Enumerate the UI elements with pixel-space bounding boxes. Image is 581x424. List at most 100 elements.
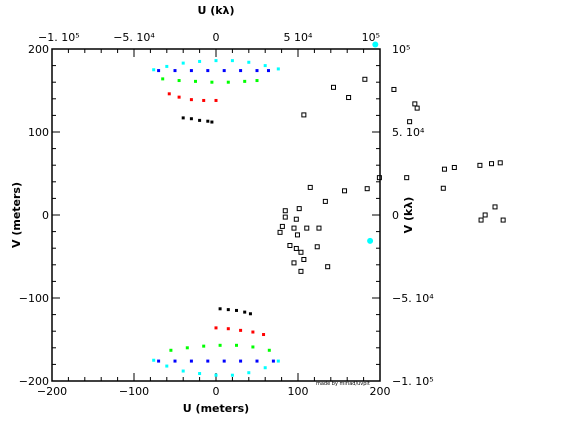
x2-axis-title: U (kλ) [197, 4, 234, 17]
x-tick-label: −100 [119, 385, 149, 398]
uv-point [227, 308, 230, 311]
uv-point [157, 69, 160, 72]
inset-point [343, 189, 347, 193]
inset-point [283, 209, 287, 213]
uv-point [227, 327, 230, 330]
y2-tick-label: −5. 10⁴ [392, 292, 434, 305]
uv-point [198, 372, 201, 375]
uv-point [235, 344, 238, 347]
y-tick-label: −100 [19, 292, 49, 305]
uv-point [165, 365, 168, 368]
inset-point [305, 226, 309, 230]
uv-point [152, 68, 155, 71]
uv-point [251, 331, 254, 334]
inset-point [363, 77, 367, 81]
y2-tick-label: 5. 10⁴ [392, 126, 425, 139]
uv-point [190, 98, 193, 101]
inset-point [493, 205, 497, 209]
uv-point [227, 81, 230, 84]
uv-point [277, 67, 280, 70]
uv-point [182, 116, 185, 119]
uv-point [249, 312, 252, 315]
inset-point [478, 163, 482, 167]
x2-tick-label: 0 [213, 31, 220, 44]
inset-point [302, 257, 306, 261]
y-tick-label: −200 [19, 375, 49, 388]
inset-point [405, 176, 409, 180]
uv-point [157, 360, 160, 363]
x2-tick-label: −1. 10⁵ [38, 31, 80, 44]
inset-point [292, 261, 296, 265]
uv-point [174, 69, 177, 72]
x2-tick-label: −5. 10⁴ [113, 31, 155, 44]
inset-point [413, 102, 417, 106]
y-axis-title: V (meters) [10, 182, 23, 248]
y2-tick-label: −1. 10⁵ [392, 375, 434, 388]
y2-axis-title: V (kλ) [402, 197, 415, 234]
inset-point [315, 245, 319, 249]
uv-point [215, 326, 218, 329]
uv-point [206, 120, 209, 123]
x-tick-label: 200 [370, 385, 391, 398]
uv-point [243, 80, 246, 83]
x2-tick-label: 10⁵ [362, 31, 380, 44]
inset-point [308, 185, 312, 189]
uv-point [239, 329, 242, 332]
uv-point [219, 307, 222, 310]
y2-tick-label: 10⁵ [392, 43, 410, 56]
inset-point [294, 246, 298, 250]
inset-point [498, 161, 502, 165]
inset-point [280, 224, 284, 228]
inset-point [490, 162, 494, 166]
uv-point [169, 349, 172, 352]
uv-point [202, 345, 205, 348]
uv-point [178, 79, 181, 82]
uv-point [231, 59, 234, 62]
credit-label: made by miriad/uvplt [316, 381, 370, 387]
y-tick-label: 200 [28, 43, 49, 56]
uv-point [178, 96, 181, 99]
uv-point [256, 69, 259, 72]
inset-point [442, 167, 446, 171]
uv-point [202, 99, 205, 102]
uv-point [190, 69, 193, 72]
uv-point [223, 360, 226, 363]
uv-point [190, 360, 193, 363]
inset-point [323, 199, 327, 203]
inset-point [501, 218, 505, 222]
uv-point [194, 80, 197, 83]
uv-point [231, 374, 234, 377]
x-tick-label: 100 [288, 385, 309, 398]
inset-point [292, 226, 296, 230]
uv-point [264, 366, 267, 369]
uv-point [215, 374, 218, 377]
uv-point [210, 81, 213, 84]
uv-point [262, 333, 265, 336]
y-tick-label: 100 [28, 126, 49, 139]
uv-point [267, 69, 270, 72]
uv-point [168, 92, 171, 95]
y2-tick-label: 0 [392, 209, 399, 222]
x2-tick-label: 5 10⁴ [284, 31, 313, 44]
uv-point [268, 349, 271, 352]
uv-point [182, 62, 185, 65]
uv-point [210, 121, 213, 124]
uv-point [152, 359, 155, 362]
inset-point [331, 85, 335, 89]
uv-point [215, 59, 218, 62]
inset-point [299, 269, 303, 273]
inset-point [408, 120, 412, 124]
inset-point [479, 218, 483, 222]
inset-point [415, 106, 419, 110]
inset-point [283, 215, 287, 219]
uv-point [272, 360, 275, 363]
inset-point [299, 250, 303, 254]
uv-point [161, 77, 164, 80]
inset-point [297, 207, 301, 211]
inset-point [452, 165, 456, 169]
inset-scatter [278, 42, 505, 274]
inset-point [295, 233, 299, 237]
uv-point [219, 344, 222, 347]
uv-point [186, 346, 189, 349]
